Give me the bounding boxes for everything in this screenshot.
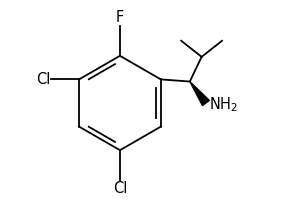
Text: Cl: Cl [113, 181, 127, 196]
Text: NH$_2$: NH$_2$ [209, 96, 238, 115]
Text: Cl: Cl [36, 72, 50, 87]
Polygon shape [190, 82, 209, 106]
Text: F: F [116, 10, 124, 25]
